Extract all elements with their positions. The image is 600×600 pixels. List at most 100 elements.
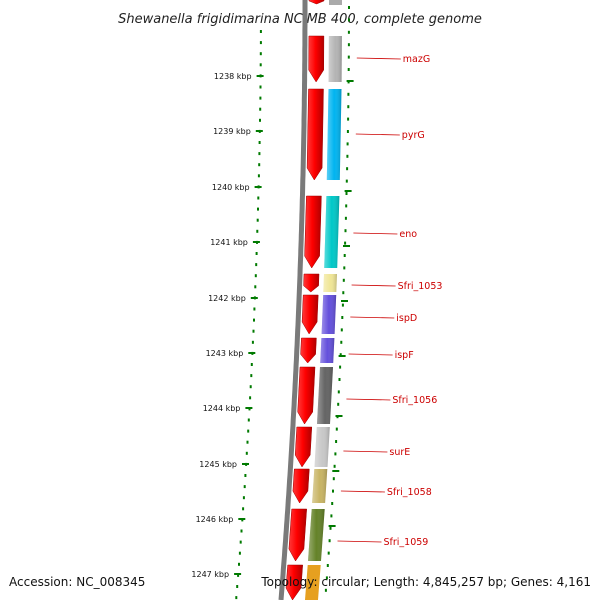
gene-label-sfri-1053[interactable]: Sfri_1053 xyxy=(398,281,443,292)
ring-dot xyxy=(347,68,350,71)
gene-labels: mazG pyrG eno Sfri_1053 ispD ispF Sfri_1056sur… xyxy=(337,54,443,548)
ring-dot xyxy=(341,303,344,307)
ring-dot xyxy=(257,196,260,200)
ring-dot xyxy=(347,117,350,121)
gene-label-ispd[interactable]: ispD xyxy=(396,313,417,324)
kbp-label: 1243 kbp xyxy=(206,349,244,358)
gene-block xyxy=(305,565,321,600)
gene-label-ispf[interactable]: ispF xyxy=(395,350,414,361)
ring-dot xyxy=(259,96,262,100)
ring-dot xyxy=(341,316,344,319)
kbp-tick xyxy=(250,297,258,299)
gene-label-sfri-1058[interactable]: Sfri_1058 xyxy=(387,487,432,498)
ring-dot xyxy=(242,496,245,500)
gene-block-shade xyxy=(312,469,328,503)
gene-leader-line xyxy=(346,398,391,401)
gene-arrow xyxy=(294,426,313,468)
ring-dot xyxy=(259,30,262,33)
gene-leader-line xyxy=(343,450,388,453)
ring-dot xyxy=(335,427,338,431)
gene-arrow xyxy=(306,88,324,181)
ring-dot xyxy=(346,130,349,133)
gene-block-shade xyxy=(314,427,330,467)
gene-tick xyxy=(332,470,340,472)
gene-label-mazg[interactable]: mazG xyxy=(403,54,430,65)
ring-dot xyxy=(250,363,253,366)
kbp-label: 1240 kbp xyxy=(212,183,250,192)
gene-leader-line xyxy=(337,540,382,543)
ring-dot xyxy=(342,291,345,295)
gene-arrow xyxy=(300,337,317,364)
ring-dot xyxy=(337,402,340,406)
ring-dot xyxy=(329,526,332,530)
ring-dot xyxy=(253,318,255,322)
ring-dot xyxy=(345,192,348,195)
ring-dot xyxy=(247,418,250,422)
kbp-tick xyxy=(245,407,253,409)
ring-dot xyxy=(254,285,257,289)
ring-dot xyxy=(330,514,333,518)
ring-dot xyxy=(255,263,258,267)
gene-arrow xyxy=(304,195,322,269)
kbp-tick xyxy=(234,573,242,575)
ring-dot xyxy=(347,105,350,109)
ring-dot xyxy=(347,55,350,59)
ring-dot xyxy=(238,551,241,555)
map-title: Shewanella frigidimarina NCIMB 400, comp… xyxy=(118,12,482,27)
ring-dot xyxy=(244,474,247,477)
kbp-tick xyxy=(255,130,263,132)
ring-dot xyxy=(345,179,348,183)
ring-dot xyxy=(243,485,246,489)
ring-dot xyxy=(332,477,335,481)
ring-dot xyxy=(347,30,350,34)
ring-dot xyxy=(347,92,350,96)
gene-label-sfri-1056[interactable]: Sfri_1056 xyxy=(392,395,437,406)
ring-dot xyxy=(250,374,253,378)
gene-arrow xyxy=(297,366,316,425)
ring-dot xyxy=(253,307,256,311)
accession-label: Accession: NC_008345 xyxy=(9,575,146,589)
kbp-label: 1245 kbp xyxy=(199,460,237,469)
gene-label-sure[interactable]: surE xyxy=(389,447,410,458)
gene-block-shade xyxy=(317,367,333,424)
kbp-tick xyxy=(248,352,256,354)
ring-dot xyxy=(347,43,350,47)
gene-tick xyxy=(343,245,350,247)
ring-dot xyxy=(259,41,262,45)
ring-dot xyxy=(242,507,245,511)
gene-block-shade xyxy=(324,196,340,268)
ring-dot xyxy=(238,562,240,566)
kbp-label: 1239 kbp xyxy=(213,127,251,136)
ring-dot xyxy=(259,85,262,89)
kbp-label: 1242 kbp xyxy=(208,294,246,303)
ring-dot xyxy=(339,365,342,369)
ring-dot xyxy=(343,254,346,257)
gene-label-eno[interactable]: eno xyxy=(399,229,417,240)
gene-label-pyrg[interactable]: pyrG xyxy=(402,130,425,141)
ring-dot xyxy=(327,551,330,555)
inner-dotted-ring xyxy=(324,6,350,592)
ring-dot xyxy=(256,229,259,233)
ring-dot xyxy=(344,229,347,233)
gene-leader-line xyxy=(355,133,400,136)
ring-dot xyxy=(346,167,349,171)
gene-leader-line xyxy=(353,232,398,235)
gene-tick xyxy=(346,80,354,82)
ring-dot xyxy=(236,585,239,588)
gene-label-sfri-1059[interactable]: Sfri_1059 xyxy=(384,537,429,548)
ring-dot xyxy=(240,529,243,533)
ring-dot xyxy=(348,6,350,9)
gene-block-shade xyxy=(328,36,342,82)
ring-dot xyxy=(344,216,347,220)
gene-tick xyxy=(338,355,346,357)
gene-tick xyxy=(341,300,348,302)
ring-dot xyxy=(251,340,254,344)
gene-color-track xyxy=(305,0,342,600)
gene-arrow xyxy=(301,294,319,335)
kbp-label: 1241 kbp xyxy=(210,238,248,247)
kbp-tick xyxy=(238,518,246,520)
ring-dot xyxy=(258,163,261,167)
gene-leader-line xyxy=(350,316,395,319)
ring-dot xyxy=(257,174,260,178)
ring-dot xyxy=(246,440,249,444)
